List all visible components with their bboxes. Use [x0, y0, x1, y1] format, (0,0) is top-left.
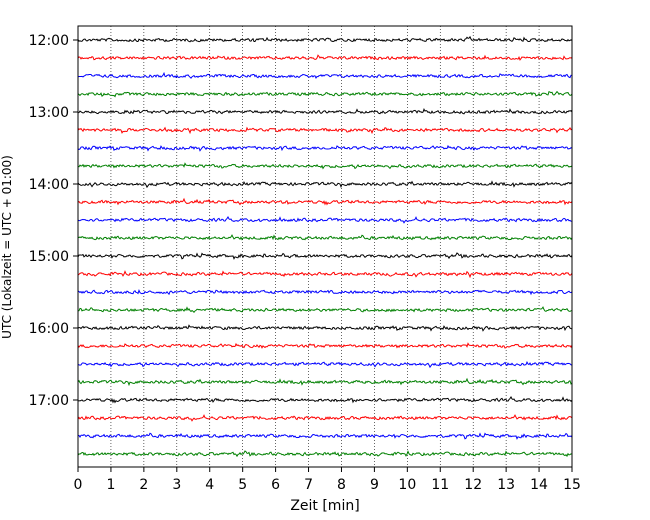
trace-line: [77, 197, 573, 206]
y-tick-label: 13:00: [29, 105, 69, 121]
plot-frame: [77, 25, 573, 468]
trace-line: [77, 377, 573, 387]
x-tick-label: 0: [74, 477, 83, 493]
x-tick-label: 11: [431, 477, 449, 493]
trace-line: [77, 71, 573, 80]
x-axis: 0 1 2 3 4 5 6 7 8 9 10 11 12 13 14 15: [74, 467, 581, 493]
trace-line: [77, 414, 573, 422]
y-tick-label: 16:00: [29, 321, 69, 337]
trace-line: [77, 216, 573, 224]
trace-line: [77, 342, 573, 349]
trace-line: [77, 234, 573, 241]
trace-line: [77, 107, 573, 115]
trace-line: [77, 180, 573, 189]
trace-line: [77, 252, 573, 260]
seismic-traces: [77, 35, 573, 458]
trace-line: [77, 324, 573, 332]
trace-line: [77, 126, 573, 135]
y-axis-label: UTC (Lokalzeit = UTC + 01:00): [0, 155, 14, 339]
y-tick-label: 15:00: [29, 249, 69, 265]
x-tick-label: 6: [271, 477, 280, 493]
x-tick-label: 3: [172, 477, 181, 493]
trace-line: [77, 144, 573, 152]
trace-line: [77, 90, 573, 98]
x-tick-label: 15: [563, 477, 581, 493]
trace-line: [77, 288, 573, 296]
x-tick-label: 10: [398, 477, 416, 493]
x-tick-label: 8: [337, 477, 346, 493]
x-tick-label: 12: [464, 477, 482, 493]
trace-line: [77, 432, 573, 440]
y-tick-label: 12:00: [29, 33, 69, 49]
x-axis-label: Zeit [min]: [290, 498, 359, 514]
y-tick-label: 14:00: [29, 177, 69, 193]
trace-line: [77, 396, 573, 404]
x-tick-label: 2: [139, 477, 148, 493]
y-axis: 12:00 13:00 14:00 15:00 16:00 17:00: [29, 33, 78, 409]
trace-line: [77, 54, 573, 61]
y-tick-label: 17:00: [29, 393, 69, 409]
x-tick-label: 4: [205, 477, 214, 493]
x-tick-label: 14: [530, 477, 548, 493]
x-tick-label: 13: [497, 477, 515, 493]
trace-line: [77, 306, 573, 314]
trace-line: [77, 162, 573, 170]
trace-line: [77, 360, 573, 369]
trace-line: [77, 35, 573, 43]
x-tick-label: 5: [238, 477, 247, 493]
trace-line: [77, 270, 573, 279]
x-tick-label: 1: [106, 477, 115, 493]
trace-line: [77, 450, 573, 458]
x-tick-label: 7: [304, 477, 313, 493]
x-tick-label: 9: [370, 477, 379, 493]
